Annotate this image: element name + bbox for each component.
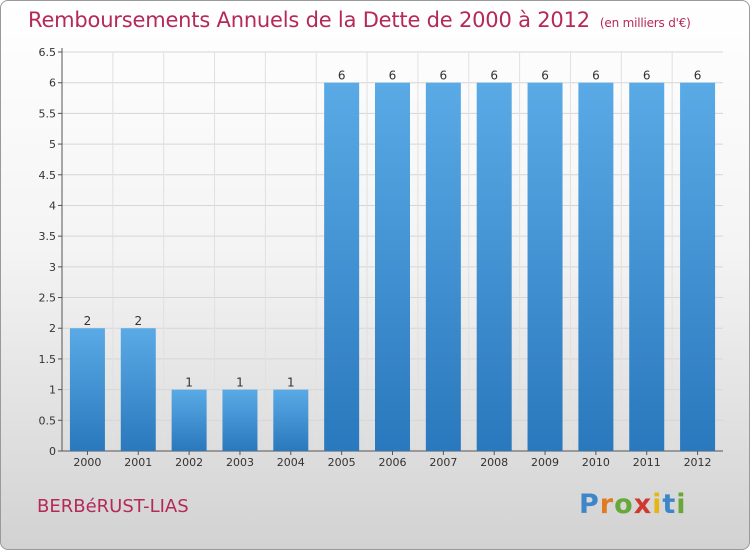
logo-letter: o (614, 489, 634, 520)
logo-letter: i (652, 489, 663, 520)
bar (273, 389, 309, 451)
data-label: 1 (236, 376, 244, 390)
bar (629, 82, 665, 451)
y-tick-label: 5 (49, 138, 56, 151)
y-tick-label: 3 (49, 261, 56, 274)
data-label: 6 (541, 69, 549, 83)
y-tick-label: 1 (49, 384, 56, 397)
data-label: 1 (287, 376, 295, 390)
y-tick-label: 2 (49, 322, 56, 335)
bar (375, 82, 410, 451)
y-tick-label: 3.5 (39, 230, 57, 243)
bar (476, 82, 512, 451)
y-tick-label: 5.5 (39, 107, 57, 120)
bar (578, 82, 614, 451)
bars (69, 82, 716, 451)
x-tick-label: 2010 (582, 456, 610, 469)
x-tick-label: 2001 (124, 456, 152, 469)
unit-label: (en milliers d'€) (599, 16, 691, 30)
x-tick-label: 2002 (175, 456, 203, 469)
bar (680, 82, 716, 451)
x-tick-label: 2006 (379, 456, 407, 469)
data-label: 1 (185, 376, 193, 390)
y-tick-label: 4 (49, 199, 56, 212)
logo-letter: P (579, 489, 600, 520)
y-tick-label: 2.5 (39, 292, 57, 305)
data-label: 6 (338, 69, 346, 83)
x-tick-label: 2012 (684, 456, 712, 469)
logo-letter: x (633, 489, 653, 520)
y-tick-label: 6.5 (39, 46, 57, 59)
x-tick-label: 2008 (480, 456, 508, 469)
data-label: 2 (84, 314, 92, 328)
data-label: 6 (389, 69, 397, 83)
bar (527, 82, 563, 451)
logo-letter: t (662, 489, 677, 520)
bar (120, 328, 156, 451)
x-tick-label: 2003 (226, 456, 254, 469)
data-label: 6 (592, 69, 600, 83)
y-tick-label: 1.5 (39, 353, 57, 366)
bar (222, 389, 258, 451)
bar (171, 389, 207, 451)
x-tick-label: 2004 (277, 456, 305, 469)
y-tick-label: 6 (49, 77, 56, 90)
data-label: 6 (694, 69, 702, 83)
data-label: 6 (643, 69, 651, 83)
x-tick-label: 2011 (633, 456, 661, 469)
commune-name: BERBéRUST-LIAS (37, 496, 189, 517)
y-tick-label: 0.5 (39, 414, 57, 427)
x-tick-label: 2005 (328, 456, 356, 469)
x-tick-label: 2000 (73, 456, 101, 469)
y-tick-label: 0 (49, 445, 56, 458)
proxiti-logo: Proxiti (579, 489, 687, 520)
bar (425, 82, 461, 451)
data-label: 2 (134, 314, 142, 328)
y-tick-label: 4.5 (39, 169, 57, 182)
title-text: Remboursements Annuels de la Dette de 20… (28, 8, 590, 32)
data-labels: 2 2 1 1 1 6 6 6 6 6 6 6 6 (84, 69, 702, 390)
x-tick-label: 2009 (531, 456, 559, 469)
x-tick-label: 2007 (429, 456, 457, 469)
data-label: 6 (440, 69, 448, 83)
logo-letter: r (599, 489, 615, 520)
bar (69, 328, 105, 451)
bar (324, 82, 360, 451)
logo-letter: i (676, 489, 687, 520)
chart-title: Remboursements Annuels de la Dette de 20… (28, 8, 691, 32)
data-label: 6 (490, 69, 498, 83)
